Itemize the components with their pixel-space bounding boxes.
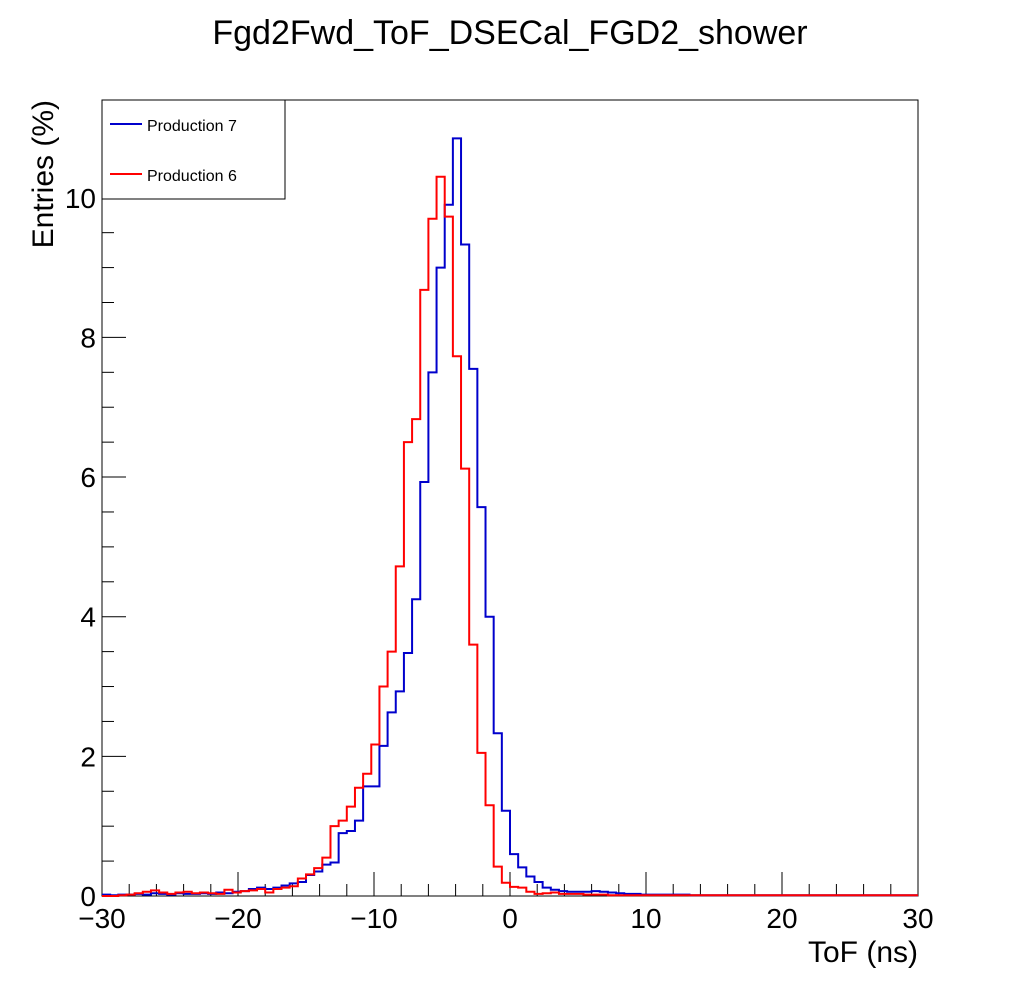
- x-tick-label: 20: [766, 903, 797, 934]
- y-tick-label: 4: [80, 602, 96, 633]
- x-tick-label: 0: [502, 903, 518, 934]
- legend-label-production-6: Production 6: [147, 168, 237, 185]
- series-layer: [102, 137, 918, 897]
- legend-label-production-7: Production 7: [147, 118, 237, 135]
- y-tick-label: 0: [80, 881, 96, 912]
- series-production-7: [102, 137, 918, 897]
- y-tick-label: 8: [80, 322, 96, 353]
- legend-box: [101, 99, 286, 200]
- x-axis-label: ToF (ns): [808, 936, 918, 969]
- x-tick-label: −20: [214, 903, 262, 934]
- y-tick-label: 2: [80, 741, 96, 772]
- x-tick-label: −30: [78, 903, 126, 934]
- axis-ticks: [101, 127, 919, 897]
- x-tick-label: −10: [350, 903, 398, 934]
- x-tick-label: 10: [630, 903, 661, 934]
- plot-frame: [101, 99, 919, 897]
- tick-labels: −30 −20 −10 0 10 20 30 0 2 4 6 8 10: [65, 183, 934, 934]
- y-tick-label: 6: [80, 462, 96, 493]
- series-production-6: [102, 175, 918, 897]
- legend: Production 7 Production 6: [101, 99, 286, 200]
- y-axis-label: Entries (%): [27, 100, 60, 248]
- chart-title: Fgd2Fwd_ToF_DSECal_FGD2_shower: [212, 14, 807, 52]
- x-tick-label: 30: [902, 903, 933, 934]
- y-tick-label: 10: [65, 183, 96, 214]
